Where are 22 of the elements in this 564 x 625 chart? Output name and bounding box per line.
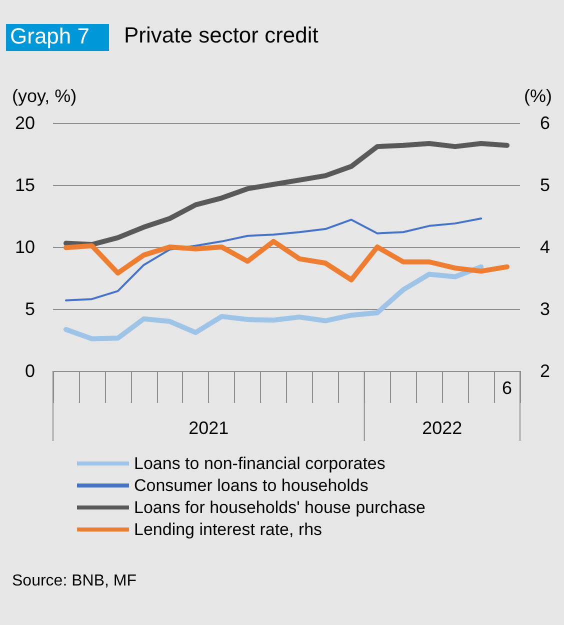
legend-label: Loans to non-financial corporates [134, 454, 386, 473]
legend-label: Loans for households' house purchase [134, 498, 426, 517]
y-tick-label: 20 [14, 113, 35, 133]
y2-tick-label: 6 [540, 113, 550, 133]
y2-tick-label: 2 [540, 361, 550, 381]
text: 2022 [422, 418, 462, 438]
legend-label: Consumer loans to households [134, 476, 368, 495]
y2-axis-title: (%) [524, 86, 552, 106]
y2-tick-label: 5 [540, 175, 550, 195]
line-series [64, 217, 482, 302]
y-tick-label: 5 [24, 299, 35, 319]
chart-title: Private sector credit [124, 22, 318, 48]
y-tick-label: 0 [24, 361, 35, 381]
legend-label: Lending interest rate, rhs [134, 520, 322, 539]
y-axis-title: (yoy, %) [12, 86, 77, 106]
text: 2021 [188, 418, 229, 438]
y2-tick-label: 3 [540, 299, 550, 319]
y-tick-label: 10 [14, 237, 35, 257]
source-note: Source: BNB, MF [12, 572, 137, 590]
y-tick-label: 15 [14, 175, 35, 195]
y2-tick-label: 4 [540, 237, 550, 257]
chart-subtitle: Graph 7 [10, 24, 90, 48]
